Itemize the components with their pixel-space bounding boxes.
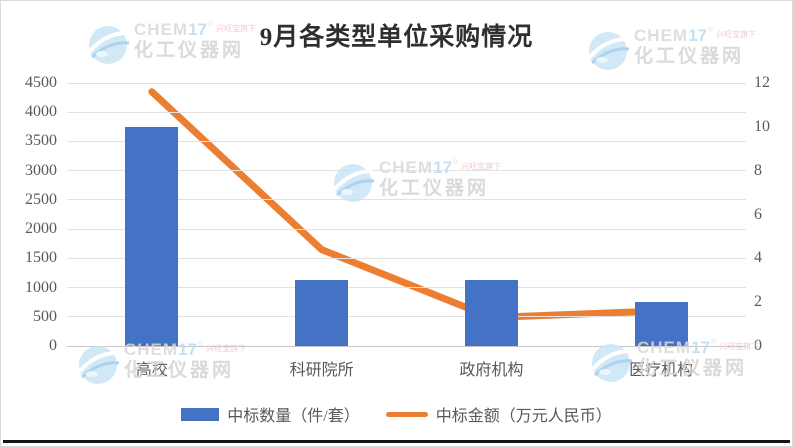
left-axis-tick-1000: 1000	[25, 278, 57, 296]
right-axis-tick-2: 2	[754, 293, 762, 311]
bar-科研院所	[295, 279, 349, 346]
gridline-0	[67, 345, 746, 347]
right-axis-tick-12: 12	[754, 74, 770, 91]
legend-label-line: 中标金额（万元人民币）	[435, 408, 612, 425]
left-axis-tick-1500: 1500	[25, 249, 57, 267]
watermark-brand-17: 17	[433, 158, 452, 177]
right-axis-tick-4: 4	[754, 249, 762, 267]
legend-item-line: 中标金额（万元人民币）	[385, 402, 612, 426]
chart-legend: 中标数量（件/套） 中标金额（万元人民币）	[1, 402, 792, 426]
legend-label-bar: 中标数量（件/套）	[227, 408, 360, 425]
legend-swatch-bar-icon	[181, 407, 220, 421]
chart-title: 9月各类型单位采购情况	[259, 24, 534, 51]
bottom-border-line	[3, 440, 790, 443]
left-axis-tick-500: 500	[33, 307, 57, 325]
bar-政府机构	[464, 279, 518, 346]
legend-swatch-line-icon	[385, 411, 428, 417]
watermark-logo-3: CHEM 17 ® 兴旺宝旗下化工仪器网	[331, 159, 501, 203]
watermark-brand-17: 17	[691, 338, 710, 357]
right-axis-tick-0: 0	[754, 337, 762, 354]
bar-医疗机构	[634, 301, 688, 346]
globe-icon	[333, 164, 375, 202]
category-label-高校: 高校	[135, 362, 168, 379]
gridline-3500	[67, 140, 746, 142]
line-series-path	[148, 88, 665, 322]
watermark-brand-chem: CHEM	[379, 158, 434, 177]
left-axis-tick-4000: 4000	[25, 103, 57, 121]
category-label-科研院所: 科研院所	[289, 362, 354, 379]
left-axis-tick-2000: 2000	[25, 220, 57, 238]
left-axis-tick-0: 0	[49, 337, 57, 354]
category-label-政府机构: 政府机构	[459, 362, 524, 379]
watermark-text: CHEM 17 ® 兴旺宝旗下化工仪器网	[379, 159, 501, 198]
gridline-1000	[67, 287, 746, 289]
right-axis-tick-8: 8	[754, 161, 762, 179]
watermark-brand: CHEM 17 ® 兴旺宝旗下	[379, 159, 501, 176]
gridline-3000	[67, 170, 746, 172]
gridline-1500	[67, 257, 746, 259]
left-axis-tick-3000: 3000	[25, 161, 57, 179]
bar-高校	[125, 126, 179, 346]
gridline-4500	[67, 82, 746, 84]
legend-item-bar: 中标数量（件/套）	[181, 402, 360, 426]
gridline-2000	[67, 228, 746, 230]
left-axis-tick-2500: 2500	[25, 190, 57, 208]
watermark-reg-mark: ®	[197, 341, 204, 348]
gridline-4000	[67, 111, 746, 113]
category-label-医疗机构: 医疗机构	[629, 362, 694, 379]
gridline-500	[67, 316, 746, 318]
left-axis-tick-3500: 3500	[25, 132, 57, 150]
right-axis-tick-10: 10	[754, 117, 770, 135]
watermark-reg-mark: ®	[452, 159, 459, 166]
right-axis-tick-6: 6	[754, 205, 762, 223]
watermark-site-name: 化工仪器网	[379, 178, 490, 199]
left-axis-tick-4500: 4500	[25, 74, 57, 91]
gridline-2500	[67, 199, 746, 201]
